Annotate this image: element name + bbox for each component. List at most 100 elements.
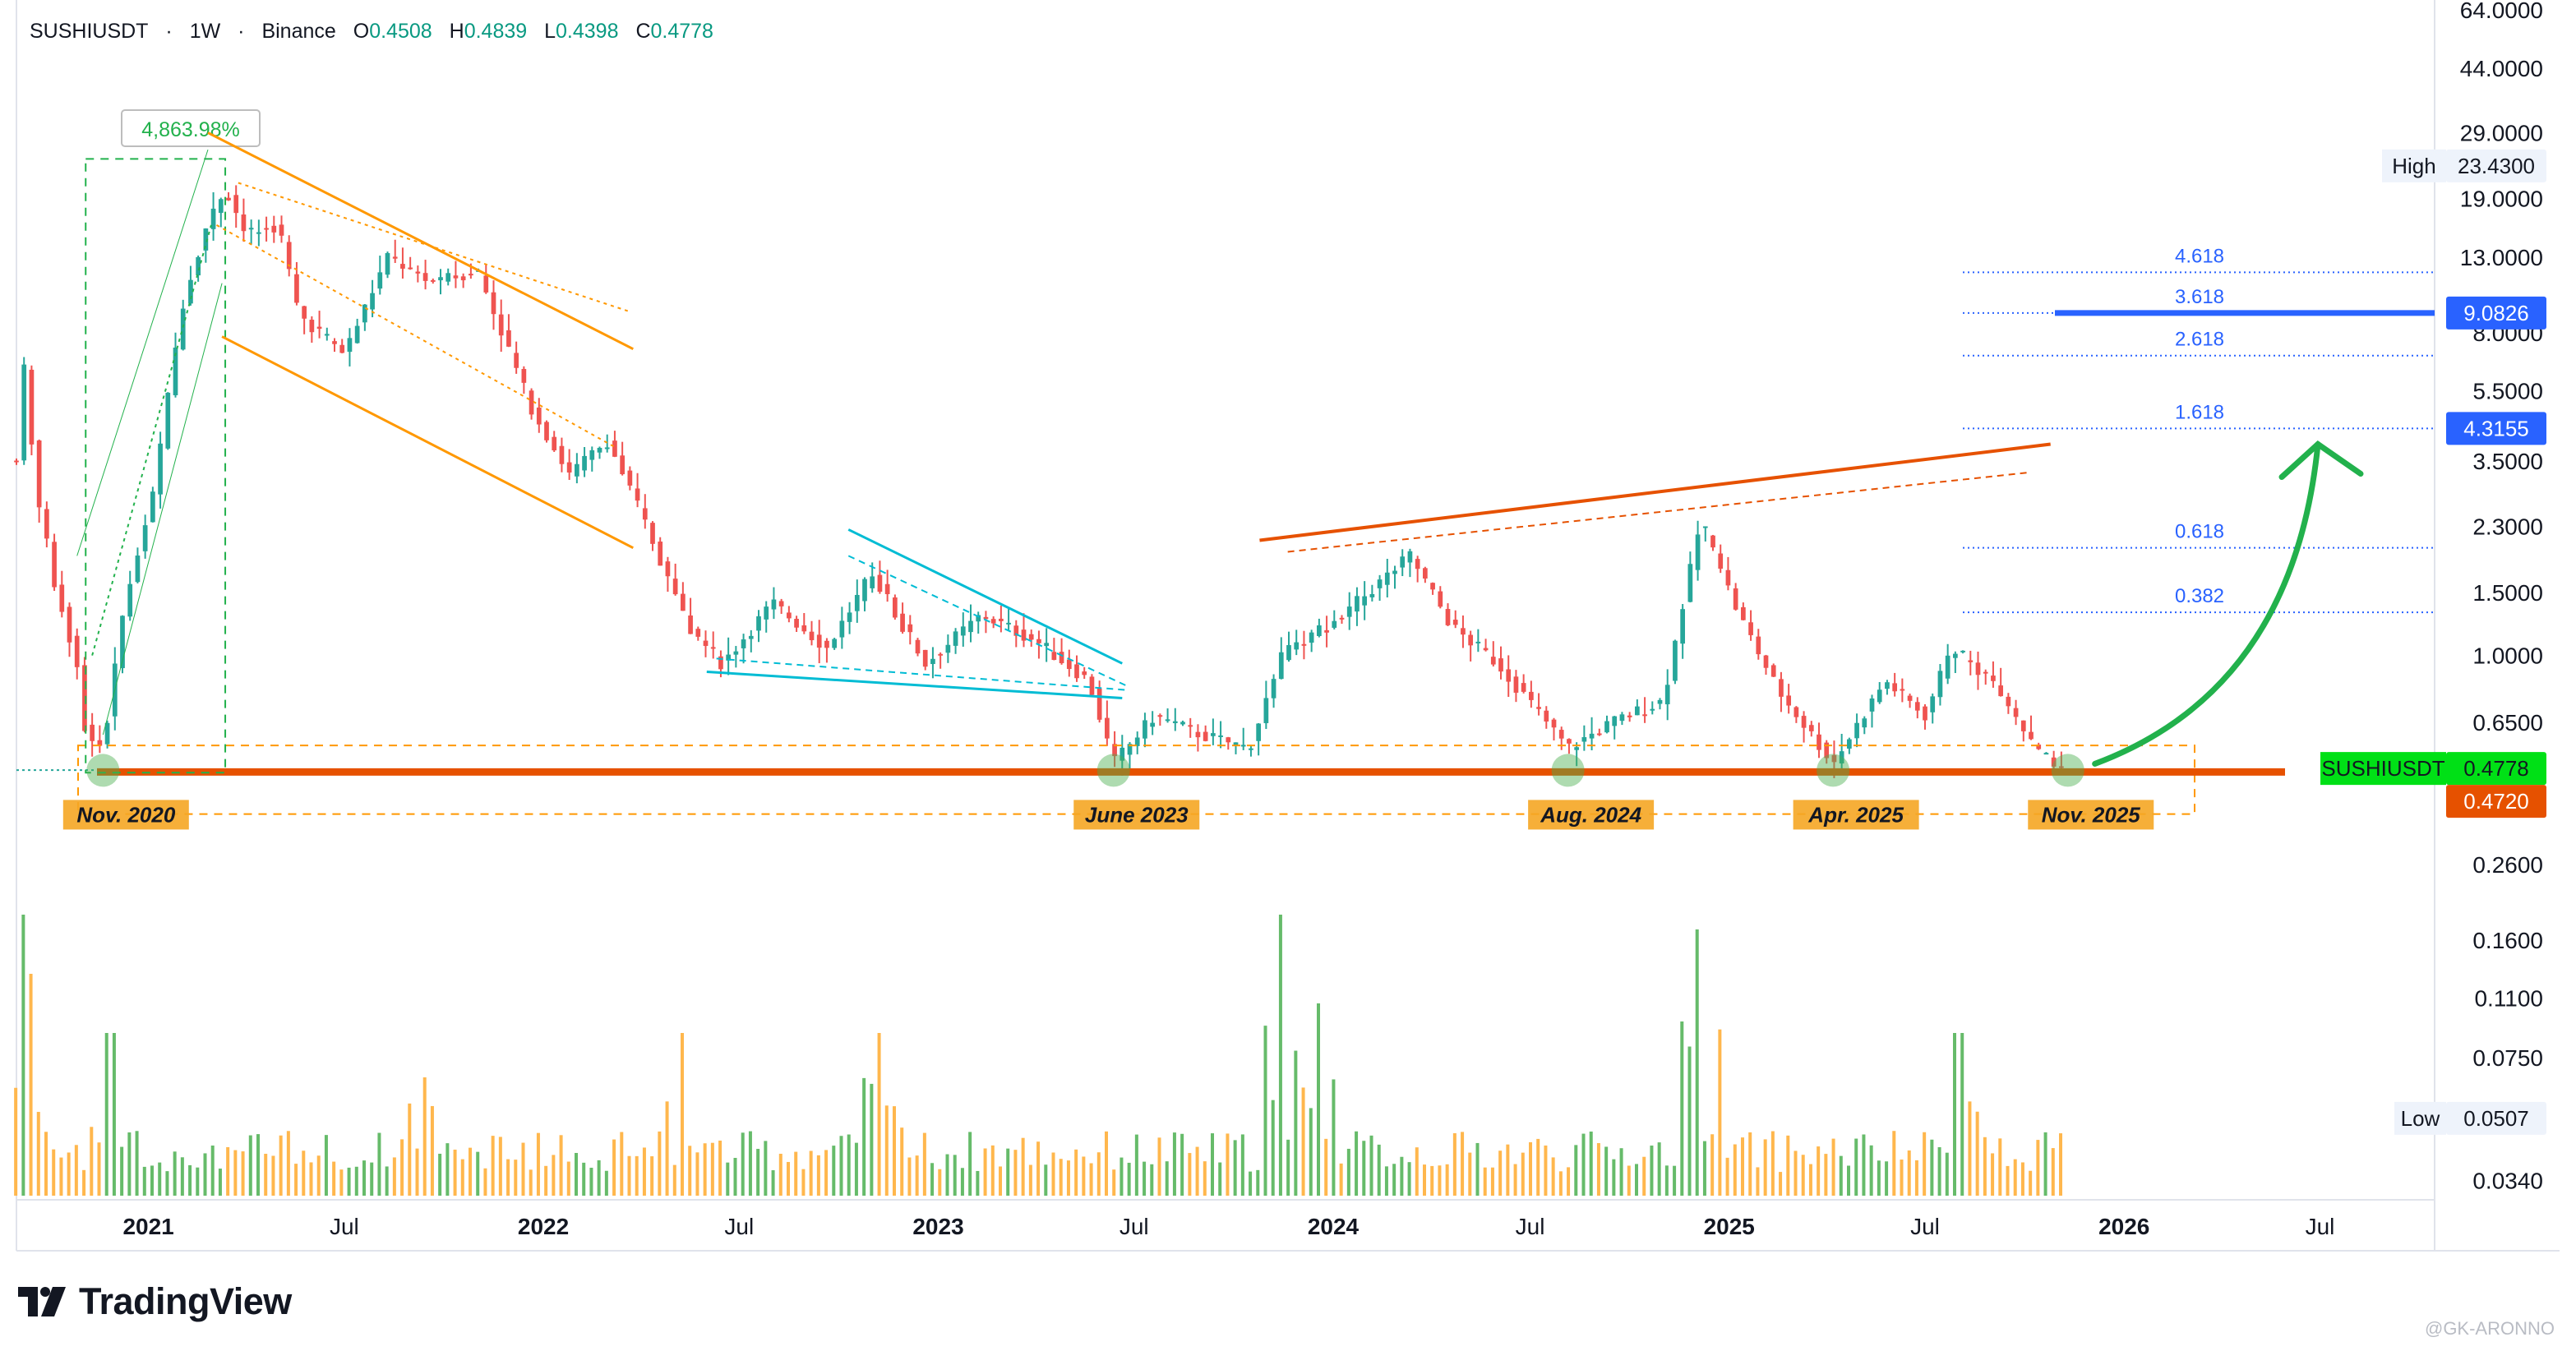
- fib-level-label: 4.618: [2175, 245, 2224, 267]
- candle-body: [1051, 652, 1057, 661]
- symbol-name[interactable]: SUSHIUSDT: [30, 20, 149, 43]
- volume-bar: [1968, 1101, 1972, 1196]
- volume-bar: [756, 1149, 760, 1196]
- candle-body: [1673, 640, 1678, 681]
- volume-bar: [1998, 1138, 2002, 1196]
- volume-bar: [1112, 1169, 1116, 1196]
- volume-bar: [1134, 1134, 1138, 1196]
- candle-body: [422, 273, 428, 281]
- open-label: O: [353, 20, 370, 43]
- volume-bar: [1415, 1147, 1419, 1196]
- candle-body: [1172, 721, 1178, 723]
- candle-body: [1839, 751, 1844, 764]
- candle-body: [1817, 734, 1821, 750]
- volume-bar: [294, 1164, 298, 1196]
- volume-bar: [733, 1158, 737, 1196]
- rally-percent-label: 4,863.98%: [141, 118, 240, 141]
- candle-body: [347, 338, 353, 353]
- candle-body: [120, 616, 125, 669]
- candle-body: [1377, 579, 1383, 588]
- candle-body: [271, 225, 277, 233]
- candle-body: [938, 653, 944, 656]
- wedge-upper-dashed: [847, 555, 1129, 688]
- candle-body: [710, 647, 716, 649]
- candle-body: [1263, 698, 1269, 723]
- candle-body: [1240, 745, 1246, 747]
- volume-bar: [2029, 1170, 2033, 1196]
- support-touch-label: Aug. 2024: [1528, 800, 1655, 830]
- candle-body: [1475, 641, 1481, 643]
- rising-resistance-dashed: [1287, 471, 2029, 553]
- volume-bar: [173, 1151, 177, 1196]
- volume-bar: [1521, 1152, 1525, 1196]
- y-tick-label: 0.1100: [2474, 986, 2543, 1012]
- volume-bar: [392, 1157, 396, 1196]
- volume-bar: [97, 1142, 101, 1196]
- volume-bar: [1483, 1167, 1487, 1196]
- candle-body: [907, 624, 913, 633]
- volume-bar: [999, 1166, 1003, 1196]
- volume-bar: [536, 1132, 540, 1196]
- volume-bar: [1923, 1132, 1927, 1196]
- x-tick-label: Jul: [2306, 1214, 2335, 1239]
- volume-bar: [604, 1170, 608, 1196]
- support-touch-label-bg: [1793, 800, 1919, 830]
- support-touch-label: Apr. 2025: [1793, 800, 1919, 830]
- candle-body: [1089, 676, 1095, 695]
- candle-body: [1203, 731, 1208, 741]
- volume-bar: [1862, 1134, 1866, 1196]
- x-tick-label: 2023: [912, 1214, 963, 1239]
- candle-body: [1854, 722, 1859, 739]
- candle-body: [142, 525, 148, 551]
- candle-body: [999, 618, 1004, 621]
- candle-body: [832, 639, 838, 648]
- volume-bar: [741, 1132, 745, 1196]
- volume-bar: [36, 1112, 40, 1196]
- support-touch-label: Nov. 2025: [2028, 800, 2154, 830]
- candle-body: [1900, 689, 1905, 691]
- candle-body: [922, 649, 928, 667]
- volume-bar: [1188, 1153, 1192, 1196]
- candle-body: [491, 292, 496, 315]
- volume-bar: [582, 1162, 586, 1196]
- volume-bar: [460, 1159, 464, 1196]
- last-price-badge-left-bg: [2320, 752, 2446, 786]
- volume-bar: [2020, 1162, 2024, 1196]
- y-tick-label: 0.2600: [2472, 852, 2543, 878]
- candle-body: [36, 440, 42, 508]
- volume-bar: [286, 1131, 290, 1196]
- high-badge-bg: [2446, 149, 2546, 182]
- volume-bar: [29, 974, 33, 1196]
- candle-body: [778, 601, 784, 606]
- chart-header: SUSHIUSDT · 1W · Binance O0.4508 H0.4839…: [30, 20, 725, 44]
- last-price-badge-text: 0.4778: [2463, 756, 2529, 781]
- candle-body: [529, 390, 534, 415]
- volume-bar: [233, 1150, 238, 1196]
- interval[interactable]: 1W: [189, 20, 221, 43]
- volume-bar: [1551, 1157, 1555, 1196]
- candle-body: [370, 293, 375, 310]
- tradingview-logo-icon: [18, 1287, 66, 1316]
- candle-body: [196, 256, 201, 276]
- volume-bar: [256, 1134, 261, 1196]
- volume-bar: [1529, 1141, 1533, 1196]
- candle-body: [1195, 731, 1201, 738]
- volume-bar: [688, 1146, 692, 1196]
- volume-bar: [620, 1132, 624, 1196]
- candle-body: [82, 665, 87, 731]
- volume-bar: [983, 1148, 987, 1196]
- tradingview-logo[interactable]: TradingView: [18, 1280, 292, 1323]
- volume-bar: [529, 1169, 533, 1196]
- candle-body: [1847, 739, 1852, 749]
- candle-body: [1680, 609, 1686, 644]
- volume-bar: [1869, 1145, 1873, 1196]
- candle-body: [430, 279, 436, 282]
- candle-body: [354, 325, 360, 344]
- descending-channel-upper-dotted: [238, 182, 629, 312]
- candlestick-series: [14, 185, 2064, 778]
- candle-body: [1332, 620, 1337, 628]
- high-value: 0.4839: [464, 20, 528, 43]
- volume-bar: [1195, 1146, 1199, 1196]
- volume-bar: [1748, 1132, 1752, 1196]
- candle-body: [1824, 742, 1830, 758]
